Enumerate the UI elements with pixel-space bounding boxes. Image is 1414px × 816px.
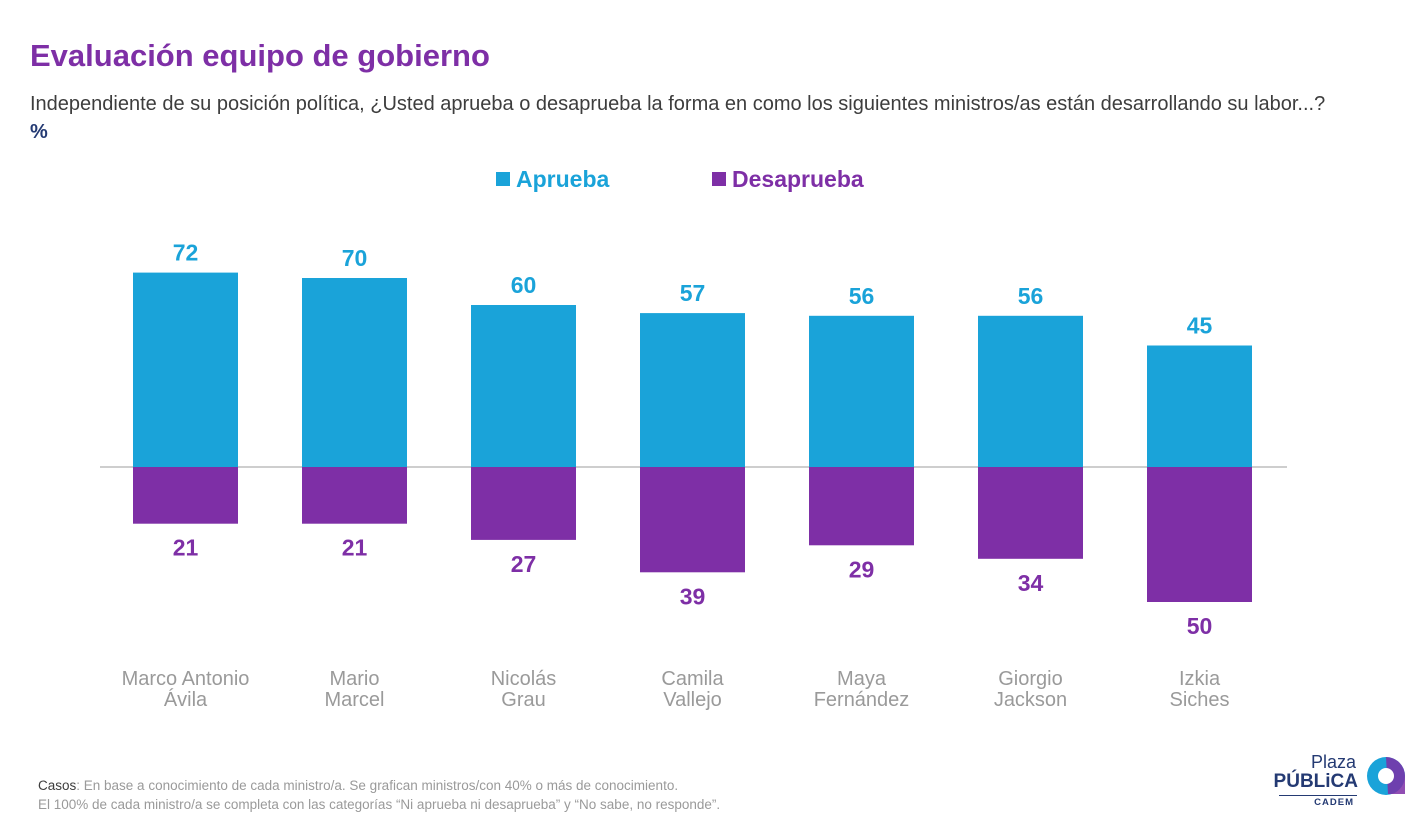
category-label-line: Vallejo bbox=[663, 689, 722, 711]
logo-divider bbox=[1279, 795, 1357, 796]
data-label-aprueba: 45 bbox=[1187, 313, 1213, 339]
bar-desaprueba bbox=[978, 467, 1083, 559]
logo-cadem-text: CADEM bbox=[1314, 797, 1354, 808]
data-label-aprueba: 70 bbox=[342, 245, 368, 271]
legend-label-aprueba: Aprueba bbox=[516, 166, 610, 192]
category-label-line: Ávila bbox=[164, 688, 208, 711]
footnote: Casos: En base a conocimiento de cada mi… bbox=[38, 776, 720, 814]
bar-desaprueba bbox=[133, 467, 238, 524]
data-label-aprueba: 60 bbox=[511, 272, 537, 298]
footnote-casos-label: Casos bbox=[38, 778, 77, 793]
bar-aprueba bbox=[640, 313, 745, 467]
category-label: Camila Vallejo bbox=[661, 668, 724, 711]
data-label-desaprueba: 21 bbox=[173, 535, 199, 561]
data-label-desaprueba: 29 bbox=[849, 556, 875, 582]
logo-plaza-text: Plaza bbox=[1310, 752, 1356, 772]
speech-bubble-icon bbox=[1367, 757, 1405, 795]
category-label-line: Fernández bbox=[814, 689, 910, 711]
plaza-publica-cadem-logo: Plaza PÚBLiCA CADEM bbox=[1268, 752, 1414, 812]
category-label-line: Camila bbox=[661, 668, 724, 690]
chart-subtitle: Independiente de su posición política, ¿… bbox=[30, 90, 1330, 146]
category-label-line: Grau bbox=[501, 689, 545, 711]
bar-aprueba bbox=[978, 315, 1083, 467]
category-label-line: Nicolás bbox=[491, 668, 557, 690]
category-label: Marco Antonio Ávila bbox=[122, 668, 250, 711]
category-label: Giorgio Jackson bbox=[994, 668, 1067, 711]
category-label-line: Jackson bbox=[994, 689, 1067, 711]
subtitle-unit: % bbox=[30, 121, 48, 143]
bar-aprueba bbox=[471, 305, 576, 467]
logo-publica-text: PÚBLiCA bbox=[1273, 771, 1358, 792]
footnote-line-2: El 100% de cada ministro/a se completa c… bbox=[38, 797, 721, 812]
category-label-line: Izkia bbox=[1179, 668, 1221, 690]
legend-label-desaprueba: Desaprueba bbox=[732, 166, 864, 192]
bar-desaprueba bbox=[1147, 467, 1252, 602]
category-label: Izkia Siches bbox=[1169, 668, 1229, 711]
data-label-desaprueba: 27 bbox=[511, 551, 537, 577]
category-label-line: Marcel bbox=[324, 689, 384, 711]
category-label-line: Giorgio bbox=[998, 668, 1062, 690]
chart-title: Evaluación equipo de gobierno bbox=[30, 38, 490, 73]
subtitle-question: Independiente de su posición política, ¿… bbox=[30, 93, 1326, 115]
bar-desaprueba bbox=[302, 467, 407, 524]
footnote-line-1: Casos: En base a conocimiento de cada mi… bbox=[38, 776, 720, 795]
bar-desaprueba bbox=[471, 467, 576, 540]
legend-swatch-desaprueba bbox=[712, 172, 726, 186]
category-label-line: Maya bbox=[837, 668, 887, 690]
bar-aprueba bbox=[302, 278, 407, 467]
category-label: Nicolás Grau bbox=[491, 668, 557, 711]
data-label-desaprueba: 39 bbox=[680, 583, 706, 609]
data-label-desaprueba: 34 bbox=[1018, 570, 1044, 596]
category-label: Mario Marcel bbox=[324, 668, 384, 711]
bar-aprueba bbox=[133, 272, 238, 467]
bar-desaprueba bbox=[809, 467, 914, 546]
data-label-desaprueba: 21 bbox=[342, 535, 368, 561]
bar-aprueba bbox=[1147, 345, 1252, 467]
footnote-casos-text: : En base a conocimiento de cada ministr… bbox=[76, 778, 679, 793]
data-label-aprueba: 72 bbox=[173, 240, 199, 266]
data-label-aprueba: 56 bbox=[1018, 283, 1044, 309]
category-label: Maya Fernández bbox=[814, 668, 910, 711]
category-label-line: Siches bbox=[1169, 689, 1229, 711]
approval-bar-chart: Aprueba Desaprueba 72 21 Marco Antonio Ávila 7… bbox=[100, 166, 1287, 711]
bar-aprueba bbox=[809, 315, 914, 467]
data-label-desaprueba: 50 bbox=[1187, 613, 1213, 639]
category-label-line: Marco Antonio bbox=[122, 668, 250, 690]
bar-desaprueba bbox=[640, 467, 745, 573]
legend-swatch-aprueba bbox=[496, 172, 510, 186]
data-label-aprueba: 56 bbox=[849, 283, 875, 309]
data-label-aprueba: 57 bbox=[680, 280, 706, 306]
category-label-line: Mario bbox=[329, 668, 379, 690]
